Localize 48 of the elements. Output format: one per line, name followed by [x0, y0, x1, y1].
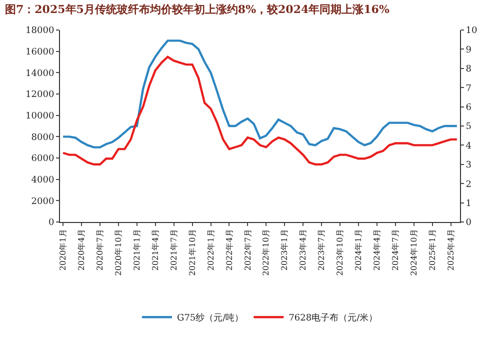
- line-series: [62, 40, 458, 148]
- y2-tick-label: 9: [466, 45, 472, 56]
- x-tick-label: 2024年4月: [372, 229, 382, 271]
- legend-label: G75纱（元/吨）: [177, 312, 244, 324]
- line-series: [62, 56, 458, 166]
- y2-tick-label: 3: [466, 160, 472, 171]
- chart-title: 图7：2025年5月传统玻纤布均价较年初上涨约8%，较2024年同期上涨16%: [5, 2, 390, 16]
- y2-tick-label: 10: [466, 26, 478, 36]
- x-tick-label: 2022年4月: [224, 229, 234, 271]
- x-tick-label: 2020年4月: [77, 229, 86, 271]
- x-tick-label: 2023年7月: [317, 229, 326, 271]
- y2-tick-label: 6: [466, 102, 472, 113]
- x-tick-label: 2021年10月: [188, 229, 197, 276]
- x-tick-label: 2024年1月: [354, 229, 364, 271]
- y-tick-label: 0: [48, 218, 54, 228]
- x-tick-label: 2022年7月: [243, 229, 252, 271]
- x-tick-label: 2023年1月: [280, 229, 290, 271]
- y-tick-label: 18000: [26, 26, 54, 36]
- x-tick-label: 2020年1月: [58, 229, 68, 271]
- y-tick-label: 12000: [26, 90, 54, 100]
- x-tick-label: 2021年4月: [150, 229, 160, 271]
- x-tick-label: 2023年10月: [336, 229, 345, 276]
- x-tick-label: 2021年7月: [169, 229, 178, 271]
- x-tick-label: 2020年7月: [96, 229, 105, 271]
- x-tick-label: 2024年10月: [409, 229, 418, 276]
- y2-tick-label: 2: [466, 180, 472, 190]
- y2-tick-label: 5: [466, 122, 472, 132]
- legend-label: 7628电子布（元/米）: [288, 312, 378, 324]
- y-tick-label: 8000: [31, 132, 54, 143]
- x-tick-label: 2020年10月: [114, 229, 124, 276]
- x-tick-label: 2025年1月: [428, 229, 437, 271]
- y-tick-label: 6000: [31, 154, 54, 164]
- x-tick-label: 2024年7月: [390, 229, 400, 271]
- x-tick-label: 2023年4月: [298, 229, 308, 271]
- y-tick-label: 16000: [26, 47, 54, 58]
- y2-tick-label: 8: [466, 64, 472, 75]
- y2-tick-label: 7: [466, 84, 472, 94]
- y2-tick-label: 4: [466, 141, 472, 152]
- y2-tick-label: 0: [466, 218, 472, 228]
- y-tick-label: 2000: [31, 196, 54, 207]
- x-tick-label: 2022年1月: [206, 229, 216, 271]
- y2-tick-label: 1: [466, 198, 472, 209]
- y-tick-label: 10000: [26, 111, 54, 122]
- x-tick-label: 2025年4月: [446, 229, 456, 271]
- x-tick-label: 2021年1月: [132, 229, 142, 271]
- y-tick-label: 14000: [26, 68, 54, 79]
- x-tick-label: 2022年10月: [262, 229, 271, 276]
- y-tick-label: 4000: [31, 175, 54, 186]
